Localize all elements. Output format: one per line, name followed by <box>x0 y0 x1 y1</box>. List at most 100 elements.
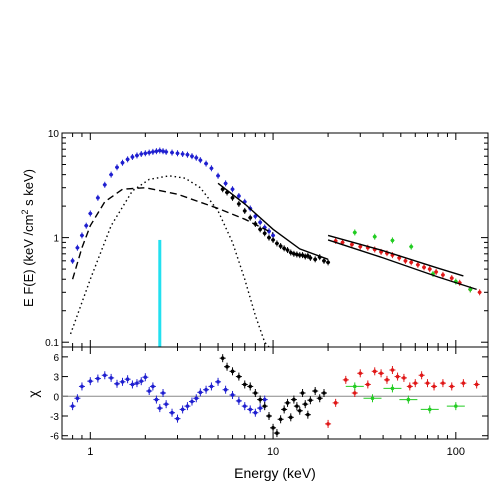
spectrum-point <box>449 276 454 280</box>
x-tick-label: 10 <box>267 446 279 458</box>
spectrum-point <box>271 233 275 238</box>
spectrum-point <box>75 245 80 250</box>
spectrum-point <box>248 215 253 220</box>
residual-point <box>80 384 84 389</box>
residual-point <box>432 384 436 389</box>
spectrum-point <box>190 154 194 159</box>
spectrum-point <box>390 238 395 243</box>
residual-point <box>343 378 348 382</box>
x-tick-label: 100 <box>447 446 465 458</box>
residual-point <box>198 390 203 395</box>
y-tick-label: 1 <box>53 234 59 245</box>
residuals-panel: -6 -3 0 3 6 1 10 100 χ <box>25 346 489 458</box>
residuals-frame <box>61 346 489 440</box>
spectrum-point <box>230 187 235 192</box>
residual-point <box>185 404 190 408</box>
spectrum-point <box>170 150 174 155</box>
residual-point <box>216 380 220 384</box>
spectrum-point <box>322 259 326 263</box>
residual-point <box>326 422 330 426</box>
residual-point <box>258 397 262 402</box>
spectrum-point <box>306 254 310 258</box>
residual-point <box>96 376 100 381</box>
residual-point <box>248 384 253 389</box>
y-tick-label: 0 <box>53 392 59 403</box>
spectrum-point <box>285 248 290 252</box>
residual-point <box>237 399 241 403</box>
residual-point <box>449 384 454 389</box>
residual-point <box>271 426 275 430</box>
residual-point <box>300 391 305 395</box>
residual-point <box>303 402 308 406</box>
residual-point <box>317 396 322 401</box>
spectrum-panel: 0.1 1 10 E F(E) (keV /cm2 s keV) <box>20 129 489 349</box>
spectrum-point <box>292 252 296 256</box>
residual-point <box>333 401 338 405</box>
residual-point <box>164 402 168 406</box>
residual-point <box>88 379 93 383</box>
spectrum-point <box>275 241 279 246</box>
spectrum-point <box>397 256 402 260</box>
y-tick-label: -3 <box>50 412 59 423</box>
x-tick-labels: 1 10 100 <box>87 446 465 458</box>
spectrum-point <box>422 265 426 270</box>
spectrum-point <box>209 166 214 171</box>
spectrum-point <box>109 172 113 177</box>
residual-point <box>306 412 310 417</box>
spectrum-point <box>115 165 119 170</box>
spectrum-point <box>175 151 180 156</box>
residual-point <box>242 404 247 408</box>
residual-point <box>390 386 395 391</box>
spectrum-point <box>326 260 330 265</box>
spectrum-point <box>139 152 144 156</box>
spectrum-axis-ticks <box>61 132 488 348</box>
spectrum-point <box>403 259 408 263</box>
residual-point <box>454 404 458 408</box>
model-curve-solid <box>327 234 464 277</box>
residual-point <box>225 364 229 369</box>
spectrum-point <box>441 273 445 277</box>
spectrum-point <box>242 209 247 213</box>
spectrum-point <box>143 151 148 156</box>
spectrum-point <box>147 150 151 155</box>
residual-point <box>258 406 262 410</box>
residual-point <box>282 407 286 412</box>
model-curve-dotted <box>69 175 270 348</box>
residuals-series <box>69 354 480 438</box>
spectrum-point <box>253 214 258 219</box>
residual-point <box>313 389 317 393</box>
residual-point <box>223 387 228 392</box>
residual-point <box>157 406 162 410</box>
residuals-y-tick-labels: -6 -3 0 3 6 <box>50 353 59 443</box>
residual-point <box>370 396 375 401</box>
spectrum-point <box>185 152 190 157</box>
residual-point <box>278 417 283 422</box>
residual-point <box>292 397 296 402</box>
residuals-axis-ticks <box>61 347 488 439</box>
residual-point <box>190 399 194 404</box>
x-axis-label: Energy (keV) <box>234 465 316 481</box>
x-tick-label: 1 <box>87 446 93 458</box>
spectrum-point <box>262 231 267 236</box>
residual-point <box>253 410 258 415</box>
spectrum-point <box>96 196 100 200</box>
spectrum-point <box>352 230 357 235</box>
residual-point <box>402 376 406 380</box>
spectrum-point <box>258 220 262 225</box>
spectrum-point <box>125 157 130 162</box>
residual-point <box>295 404 299 408</box>
spectrum-point <box>120 160 125 165</box>
spectrum-point <box>194 155 199 160</box>
spectrum-point <box>135 153 139 158</box>
residual-point <box>427 407 432 412</box>
residual-point <box>175 416 180 421</box>
residual-point <box>151 384 155 389</box>
residual-point <box>366 382 370 387</box>
spectrum-point <box>477 290 482 295</box>
model-curve-solid <box>217 182 329 260</box>
residual-point <box>253 391 258 395</box>
model-curve-solid <box>327 239 477 291</box>
residual-point <box>358 371 363 376</box>
